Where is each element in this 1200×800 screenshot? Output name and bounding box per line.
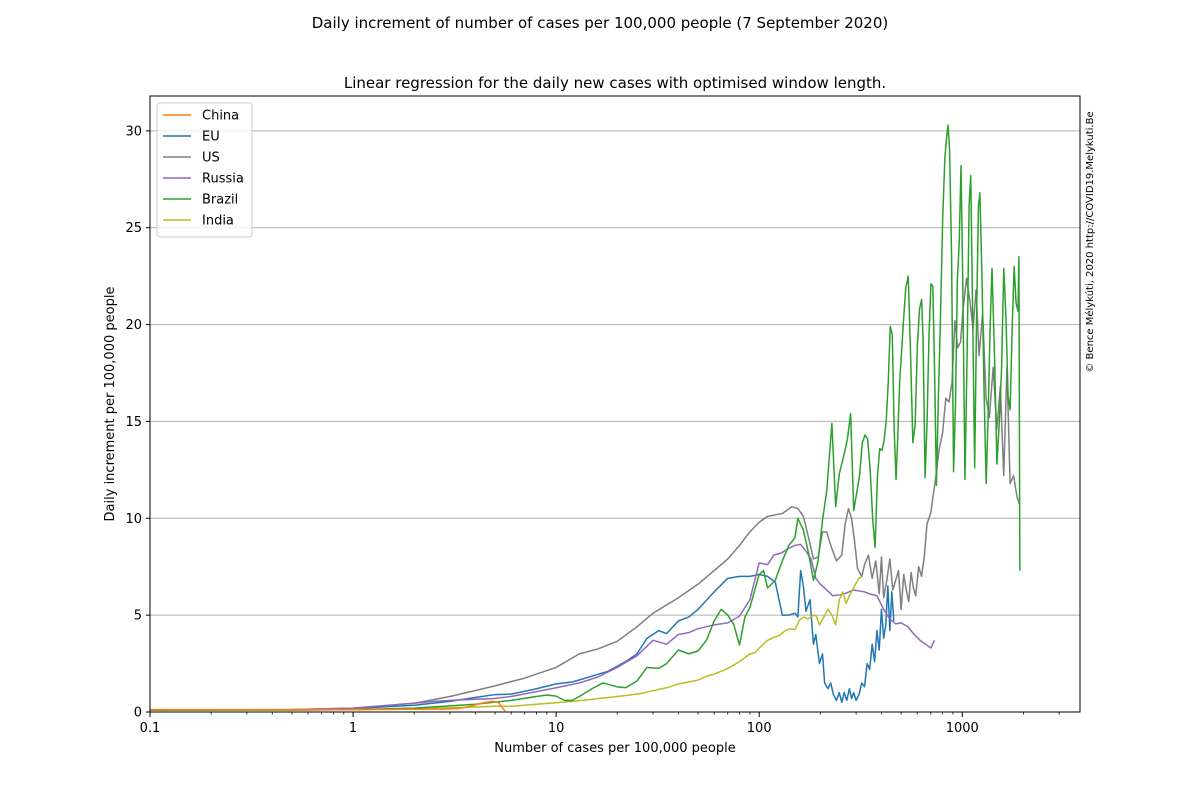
series-line-india xyxy=(150,575,863,711)
y-axis-label: Daily increment per 100,000 people xyxy=(103,287,118,522)
x-tick-label: 1000 xyxy=(946,721,979,736)
y-tick-label: 10 xyxy=(125,512,142,527)
chart-suptitle: Daily increment of number of cases per 1… xyxy=(312,14,889,32)
plot-frame xyxy=(149,95,1081,713)
y-tick-label: 20 xyxy=(125,318,142,333)
legend-label-eu: EU xyxy=(202,130,220,145)
x-tick-label: 100 xyxy=(747,721,772,736)
x-tick-label: 10 xyxy=(548,721,565,736)
series-lines xyxy=(149,124,1021,712)
y-tick-label: 15 xyxy=(125,415,142,430)
grid-lines xyxy=(150,130,1080,616)
chart-title: Linear regression for the daily new case… xyxy=(344,74,886,92)
y-tick-label: 5 xyxy=(134,609,142,624)
y-tick-label: 25 xyxy=(125,221,142,236)
y-tick-label: 30 xyxy=(125,124,142,139)
series-line-us xyxy=(149,277,1021,711)
legend: China EU US Russia Brazil India xyxy=(156,102,253,238)
legend-label-us: US xyxy=(202,151,220,166)
legend-label-india: India xyxy=(202,214,234,229)
x-axis: 0.1 1 10 100 1000 xyxy=(140,712,1060,736)
y-axis: 0 5 10 15 20 25 30 xyxy=(125,124,150,721)
series-line-china xyxy=(150,700,506,712)
x-tick-label: 0.1 xyxy=(140,721,161,736)
legend-label-china: China xyxy=(202,109,239,124)
x-axis-label: Number of cases per 100,000 people xyxy=(494,741,736,756)
x-tick-label: 1 xyxy=(349,721,357,736)
watermark-text: © Bence Mélykúti, 2020 http://COVID19.Me… xyxy=(1084,111,1096,372)
y-tick-label: 0 xyxy=(134,706,142,721)
series-line-brazil xyxy=(150,124,1021,711)
legend-label-russia: Russia xyxy=(202,172,244,187)
series-line-russia xyxy=(149,543,936,711)
legend-label-brazil: Brazil xyxy=(202,193,238,208)
series-line-eu xyxy=(149,569,895,711)
